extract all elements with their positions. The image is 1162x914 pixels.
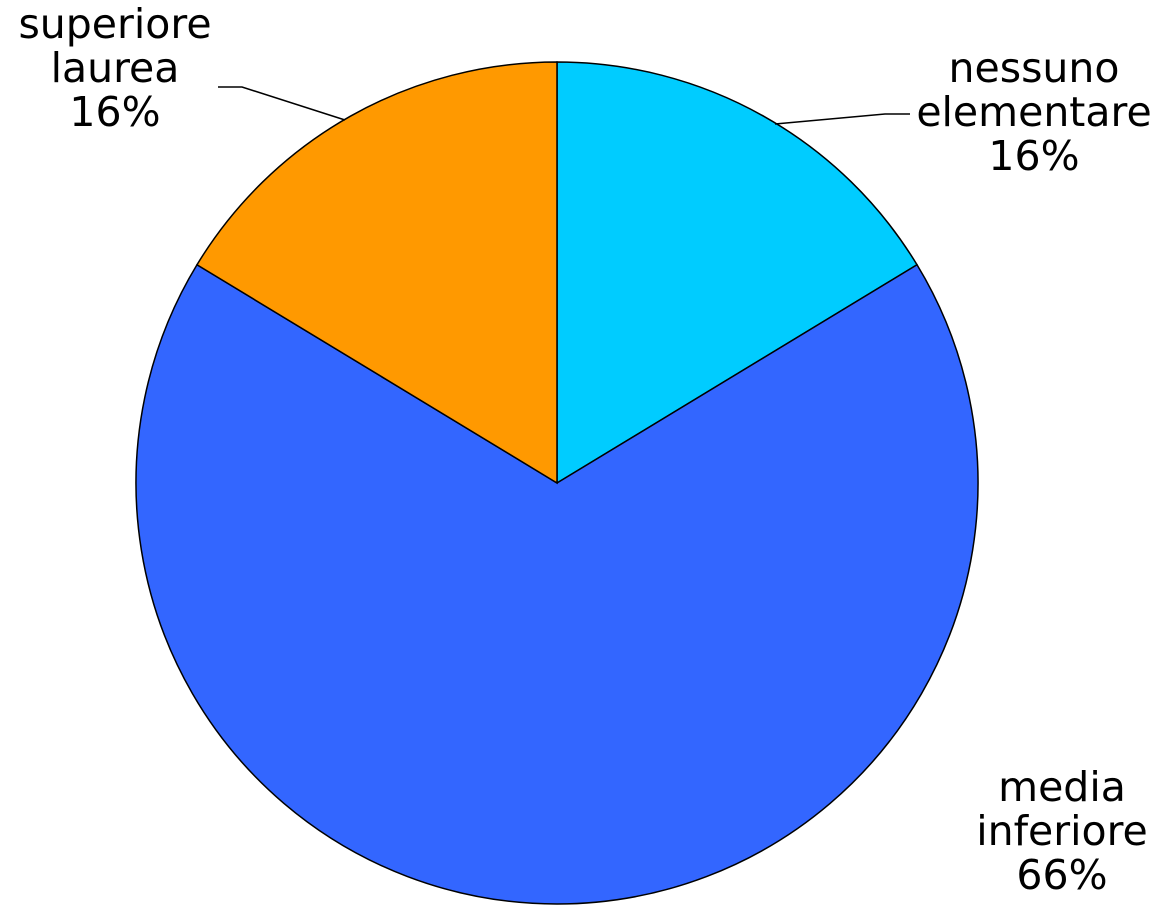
leader-lines xyxy=(218,86,910,125)
slice-name-line: inferiore xyxy=(976,807,1148,855)
slice-percent-label: 16% xyxy=(988,132,1079,180)
slice-percent-label: 16% xyxy=(69,88,160,136)
slice-labels: nessuno elementare 16%media inferiore 66%sup… xyxy=(18,0,1151,899)
slice-label: nessuno elementare 16% xyxy=(916,44,1151,180)
slice-name-line: nessuno xyxy=(949,44,1120,92)
pie-slice-media-inferiore xyxy=(135,263,979,905)
slice-percent-label: 66% xyxy=(1016,851,1107,899)
slice-name-line: superiore xyxy=(18,0,211,48)
leader-line xyxy=(218,86,346,121)
pie-slice-superiore-laurea xyxy=(195,61,558,485)
slice-label: media inferiore 66% xyxy=(976,763,1148,899)
slice-name-line: media xyxy=(998,763,1126,811)
pie-slice-nessuno-elementare xyxy=(556,61,919,485)
slice-label: superiore laurea 16% xyxy=(18,0,211,136)
pie-slices xyxy=(135,61,979,905)
leader-line xyxy=(774,113,910,125)
slice-name-line: elementare xyxy=(916,88,1151,136)
slice-name-line: laurea xyxy=(51,44,180,92)
